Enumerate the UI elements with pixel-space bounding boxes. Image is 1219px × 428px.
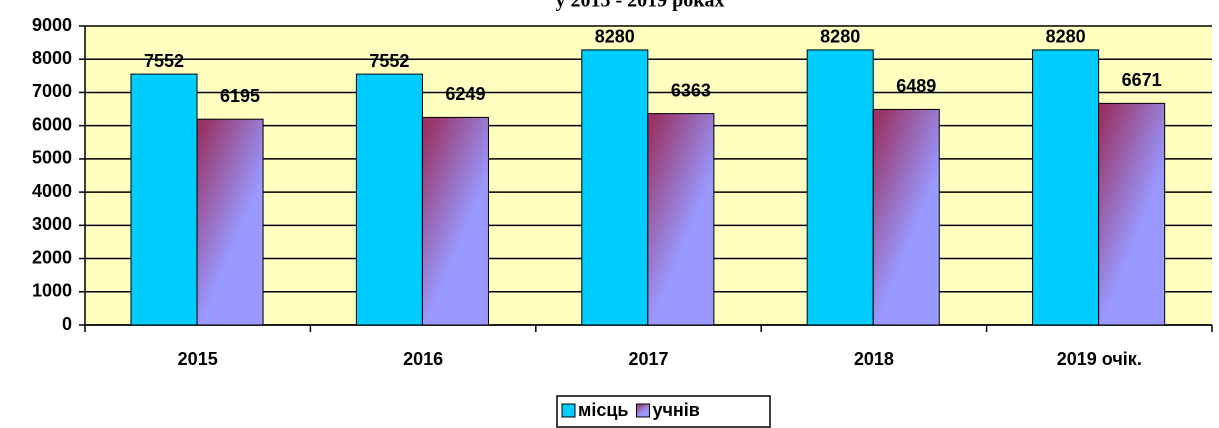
data-label: 6195 [220, 86, 260, 106]
data-label: 8280 [820, 27, 860, 47]
x-tick-label: 2015 [178, 349, 218, 369]
legend: місць учнів [556, 395, 771, 428]
data-label: 8280 [1046, 27, 1086, 47]
bar [647, 113, 715, 326]
y-tick-label: 0 [62, 314, 72, 334]
x-tick-label: 2018 [854, 349, 894, 369]
legend-swatch [635, 403, 650, 418]
bar [872, 108, 940, 326]
y-tick-label: 3000 [32, 214, 72, 234]
legend-box [556, 395, 771, 428]
legend-swatch [561, 403, 576, 418]
bar [1098, 102, 1166, 326]
data-label: 6671 [1122, 70, 1162, 90]
data-label: 7552 [144, 51, 184, 71]
bar [130, 73, 198, 326]
bar [421, 116, 489, 326]
x-tick-label: 2016 [403, 349, 443, 369]
chart-title: у 2015 - 2019 роках [555, 0, 724, 12]
legend-label: учнів [652, 400, 699, 420]
y-tick-label: 2000 [32, 247, 72, 267]
legend-label: місць [578, 400, 628, 420]
bar [355, 73, 423, 326]
data-label: 6489 [896, 76, 936, 96]
data-label: 6249 [445, 84, 485, 104]
y-tick-label: 1000 [32, 281, 72, 301]
y-tick-label: 7000 [32, 81, 72, 101]
x-tick-label: 2017 [628, 349, 668, 369]
y-tick-label: 9000 [32, 15, 72, 35]
bar [196, 118, 264, 326]
data-label: 8280 [595, 27, 635, 47]
bar [1032, 49, 1100, 326]
x-tick-label: 2019 очік. [1057, 349, 1142, 369]
y-tick-label: 5000 [32, 148, 72, 168]
bar [581, 49, 649, 326]
data-label: 6363 [671, 80, 711, 100]
data-label: 7552 [369, 51, 409, 71]
y-tick-label: 6000 [32, 114, 72, 134]
bar [806, 49, 874, 326]
y-tick-label: 8000 [32, 48, 72, 68]
y-tick-label: 4000 [32, 181, 72, 201]
